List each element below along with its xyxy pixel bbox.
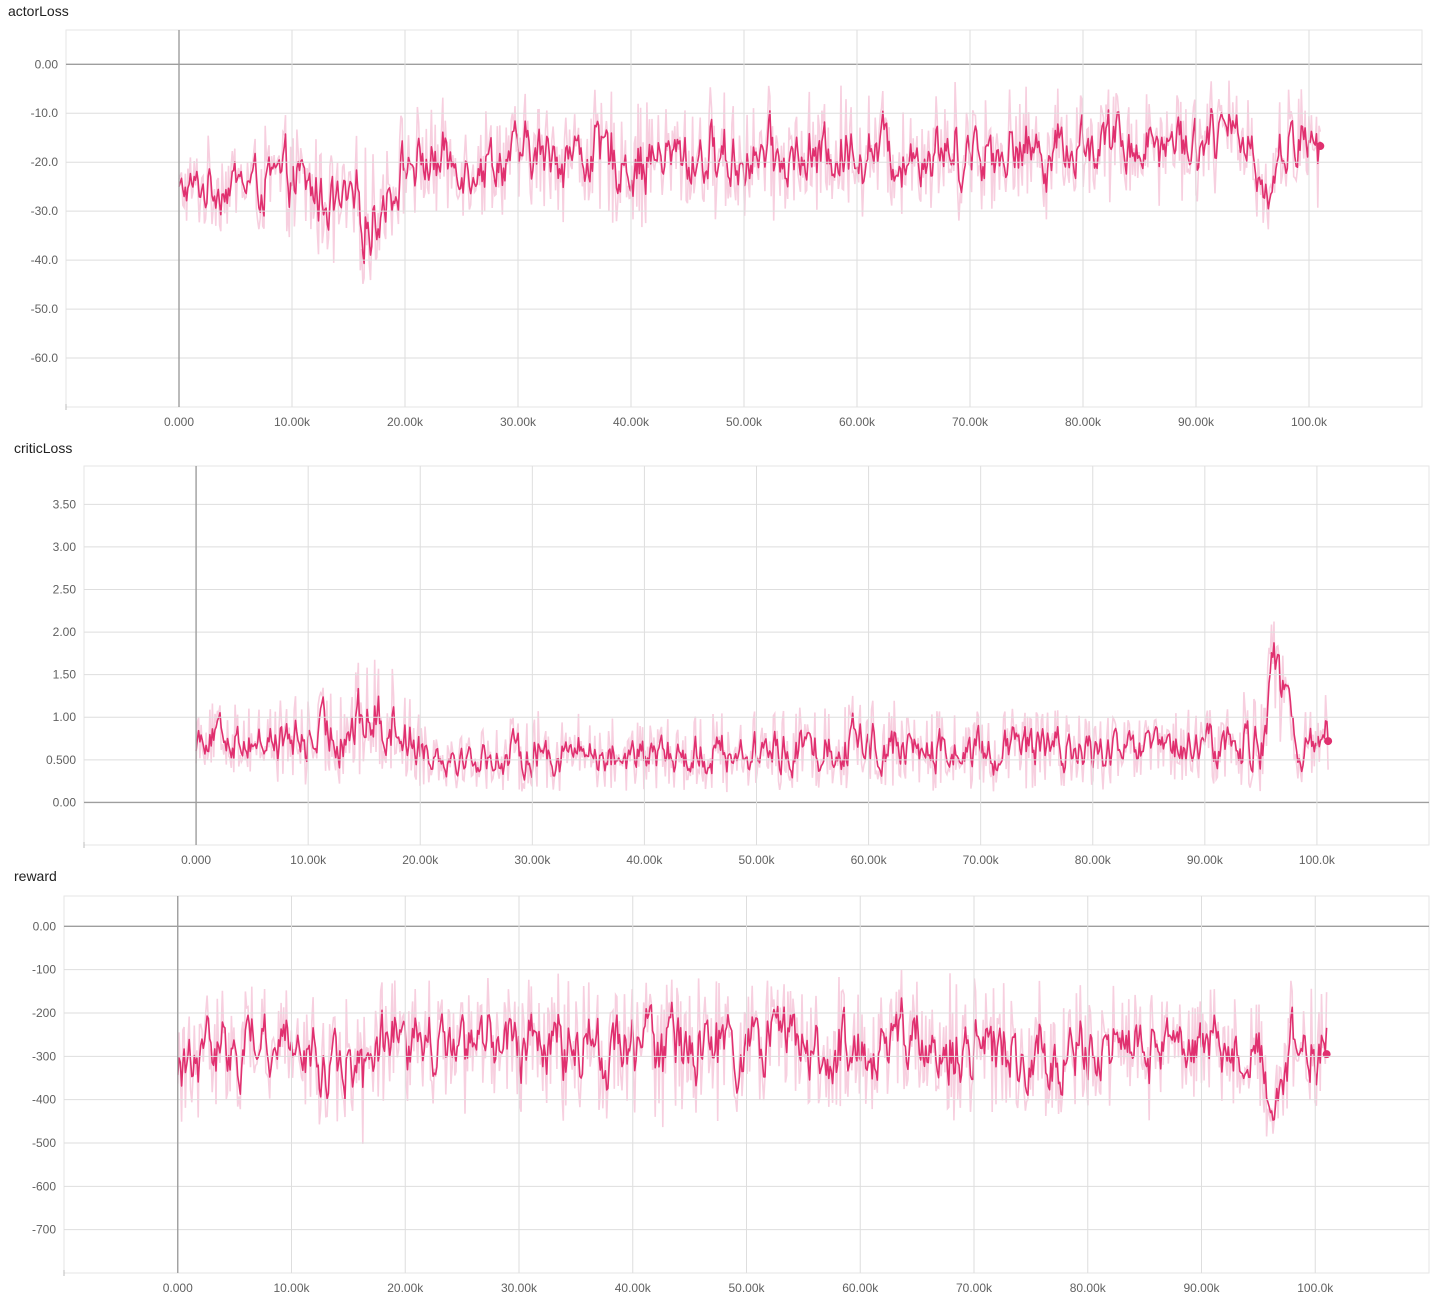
smoothed-series-line bbox=[177, 997, 1328, 1121]
grid bbox=[65, 29, 1423, 410]
x-tick-label: 40.00k bbox=[626, 853, 663, 867]
x-tick-label: 70.00k bbox=[952, 415, 989, 429]
y-tick-label: -20.0 bbox=[31, 155, 59, 169]
x-tick-label: 60.00k bbox=[842, 1281, 879, 1295]
chart-title: criticLoss bbox=[14, 440, 72, 456]
y-tick-label: 2.00 bbox=[53, 625, 77, 639]
y-tick-label: -600 bbox=[32, 1179, 56, 1193]
x-tick-label: 60.00k bbox=[851, 853, 888, 867]
x-tick-label: 100.0k bbox=[1291, 415, 1328, 429]
x-tick-label: 50.00k bbox=[726, 415, 763, 429]
x-tick-label: 70.00k bbox=[956, 1281, 993, 1295]
y-tick-label: -700 bbox=[32, 1223, 56, 1237]
plot-area[interactable] bbox=[178, 80, 1325, 284]
x-tick-label: 30.00k bbox=[500, 415, 537, 429]
x-tick-label: 50.00k bbox=[728, 1281, 765, 1295]
y-tick-label: 2.50 bbox=[53, 582, 77, 596]
reward-chart[interactable]: reward 0.00 -100 -200 -300 -400 -500 -600 -700 0… bbox=[0, 866, 1437, 1300]
y-tick-label: -10.0 bbox=[31, 106, 59, 120]
x-tick-label: 20.00k bbox=[387, 1281, 424, 1295]
y-tick-label: -200 bbox=[32, 1006, 56, 1020]
raw-series-line bbox=[195, 621, 1329, 793]
x-tick-label: 0.000 bbox=[163, 1281, 193, 1295]
x-tick-label: 100.0k bbox=[1299, 853, 1336, 867]
y-tick-label: 1.50 bbox=[53, 668, 77, 682]
x-tick-label: 40.00k bbox=[613, 415, 650, 429]
x-tick-label: 90.00k bbox=[1187, 853, 1224, 867]
x-tick-label: 90.00k bbox=[1178, 415, 1215, 429]
grid bbox=[83, 465, 1430, 848]
actorloss-chart[interactable]: actorLoss 0.00 -10.0 -20.0 -30.0 -40.0 -50.0 -… bbox=[0, 0, 1437, 433]
y-tick-label: 1.00 bbox=[53, 710, 77, 724]
raw-series-line bbox=[178, 80, 1322, 284]
x-tick-label: 80.00k bbox=[1070, 1281, 1107, 1295]
chart-title: actorLoss bbox=[8, 3, 69, 19]
x-tick-label: 40.00k bbox=[615, 1281, 652, 1295]
plot-area[interactable] bbox=[195, 621, 1333, 793]
x-tick-label: 10.00k bbox=[274, 415, 311, 429]
x-tick-label: 10.00k bbox=[273, 1281, 310, 1295]
x-tick-label: 80.00k bbox=[1075, 853, 1112, 867]
y-tick-label: -30.0 bbox=[31, 204, 59, 218]
x-tick-label: 80.00k bbox=[1065, 415, 1102, 429]
y-tick-label: 3.50 bbox=[53, 497, 77, 511]
smoothed-series-line bbox=[178, 108, 1322, 265]
chart-title: reward bbox=[14, 868, 57, 884]
y-tick-label: -100 bbox=[32, 963, 56, 977]
x-tick-label: 0.000 bbox=[181, 853, 211, 867]
last-value-marker[interactable] bbox=[1324, 737, 1333, 746]
x-tick-label: 30.00k bbox=[501, 1281, 538, 1295]
y-tick-label: -50.0 bbox=[31, 302, 59, 316]
y-tick-label: -300 bbox=[32, 1049, 56, 1063]
x-tick-label: 90.00k bbox=[1183, 1281, 1220, 1295]
criticloss-chart[interactable]: criticLoss 0.00 0.500 1.00 1.50 2.00 2.50 3.00… bbox=[0, 436, 1437, 868]
y-tick-label: -500 bbox=[32, 1136, 56, 1150]
x-tick-label: 30.00k bbox=[514, 853, 551, 867]
y-tick-label: 0.00 bbox=[33, 919, 57, 933]
raw-series-line bbox=[177, 969, 1328, 1144]
y-tick-label: 0.00 bbox=[35, 57, 59, 71]
x-tick-label: 0.000 bbox=[164, 415, 194, 429]
smoothed-series-line bbox=[195, 642, 1329, 781]
y-tick-label: -60.0 bbox=[31, 351, 59, 365]
y-tick-label: 3.00 bbox=[53, 540, 77, 554]
x-tick-label: 100.0k bbox=[1297, 1281, 1334, 1295]
y-tick-label: 0.00 bbox=[53, 795, 77, 809]
last-value-marker[interactable] bbox=[1322, 1050, 1331, 1059]
grid bbox=[63, 895, 1430, 1276]
x-tick-label: 70.00k bbox=[963, 853, 1000, 867]
y-tick-label: -40.0 bbox=[31, 253, 59, 267]
x-tick-label: 20.00k bbox=[387, 415, 424, 429]
x-tick-label: 60.00k bbox=[839, 415, 876, 429]
y-tick-label: -400 bbox=[32, 1093, 56, 1107]
x-tick-label: 10.00k bbox=[290, 853, 327, 867]
x-tick-label: 20.00k bbox=[402, 853, 439, 867]
y-tick-label: 0.500 bbox=[46, 753, 76, 767]
last-value-marker[interactable] bbox=[1316, 142, 1325, 151]
x-tick-label: 50.00k bbox=[738, 853, 775, 867]
